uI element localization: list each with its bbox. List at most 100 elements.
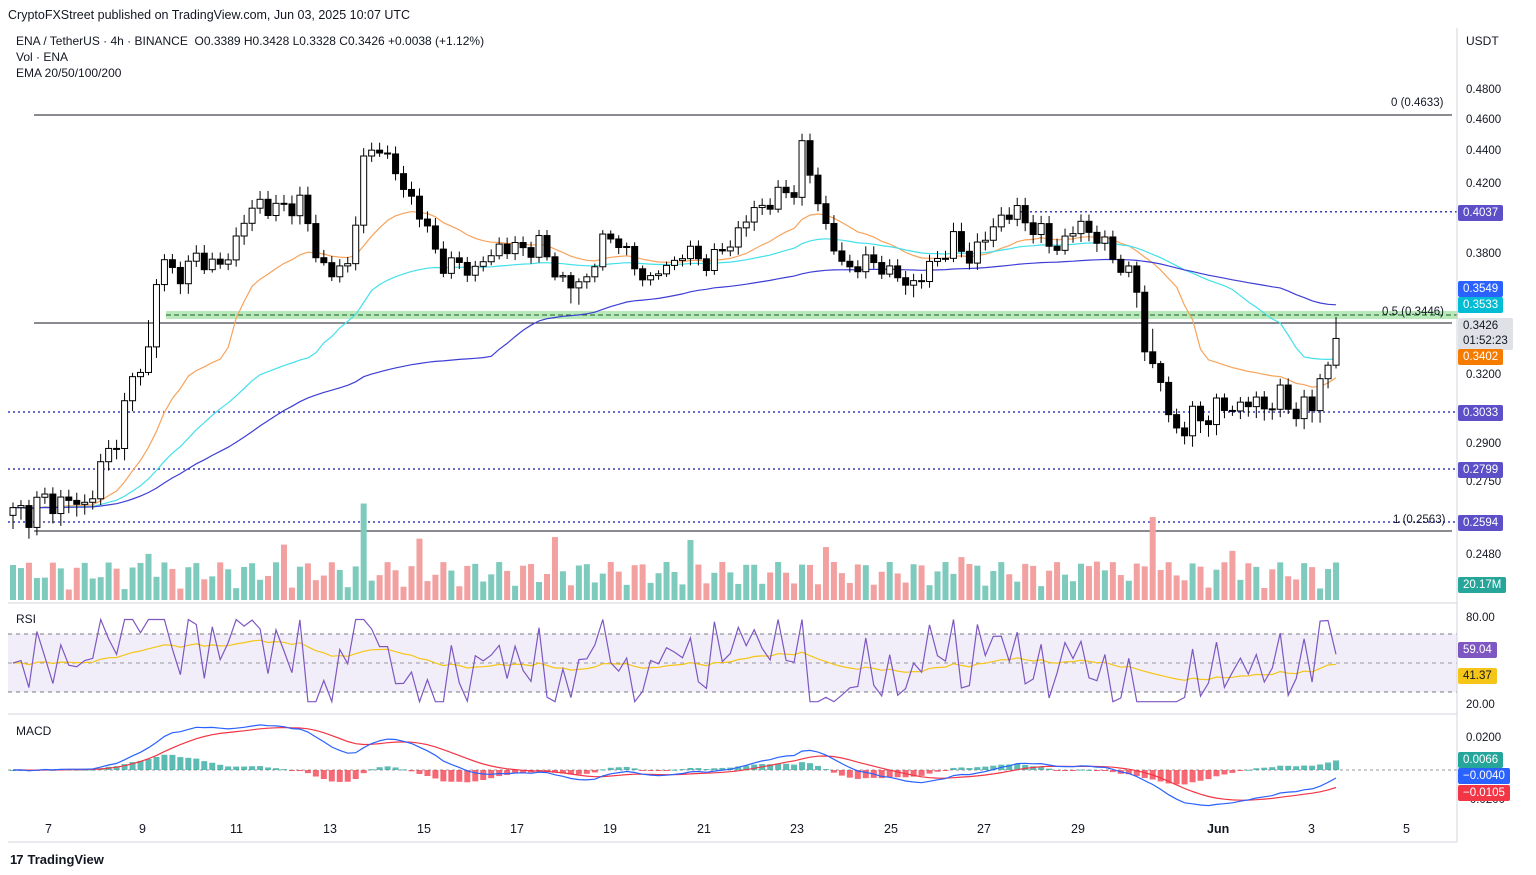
- macd-histogram-bar: [543, 770, 550, 772]
- candle-body: [280, 202, 288, 205]
- macd-histogram-bar: [257, 766, 264, 770]
- macd-histogram-bar: [583, 770, 590, 774]
- legend-ema[interactable]: EMA 20/50/100/200: [16, 66, 122, 80]
- macd-histogram-bar: [559, 770, 566, 774]
- volume-bar: [910, 564, 917, 600]
- candle-body: [846, 260, 854, 268]
- macd-histogram-bar: [241, 766, 248, 770]
- macd-histogram-bar: [719, 767, 726, 770]
- candle-body: [344, 263, 352, 267]
- candle-body: [519, 242, 527, 249]
- tradingview-brand[interactable]: 17 TradingView: [10, 852, 104, 867]
- candle-body: [81, 501, 89, 505]
- candle-body: [33, 496, 41, 528]
- macd-pane-title[interactable]: MACD: [16, 724, 52, 738]
- macd-histogram-bar: [623, 766, 630, 770]
- rsi-pane-title[interactable]: RSI: [16, 612, 37, 626]
- macd-histogram-bar: [504, 770, 511, 775]
- candle-body: [1101, 236, 1109, 244]
- volume-bar: [81, 562, 88, 600]
- candle-body: [615, 238, 623, 248]
- candle-body: [543, 235, 551, 258]
- volume-bar: [1237, 579, 1244, 600]
- macd-histogram-bar: [536, 770, 543, 771]
- volume-bar: [376, 575, 383, 600]
- macd-histogram-bar: [1085, 769, 1092, 771]
- candle-body: [878, 262, 886, 275]
- volume-bar: [1093, 561, 1100, 600]
- volume-bar: [360, 503, 367, 600]
- currency-label[interactable]: USDT: [1466, 34, 1499, 48]
- macd-histogram-bar: [822, 769, 829, 771]
- candle-body: [702, 258, 710, 272]
- candle-body: [639, 268, 647, 281]
- rsi-line: [12, 617, 1337, 704]
- ema20-label: 0.3402: [1458, 349, 1504, 365]
- candle-body: [1212, 397, 1220, 426]
- volume-bar: [703, 583, 710, 600]
- volume-bar: [1109, 562, 1116, 600]
- candle-body: [200, 252, 208, 271]
- macd-histogram-bar: [1062, 770, 1069, 771]
- candle-body: [1005, 214, 1013, 220]
- volume-bar: [368, 580, 375, 600]
- legend-volume[interactable]: Vol · ENA: [16, 50, 69, 64]
- candle-countdown: 01:52:23: [1463, 335, 1508, 347]
- volume-bar: [304, 563, 311, 600]
- macd-histogram-bar: [679, 769, 686, 771]
- candle-body: [766, 204, 774, 210]
- volume-bar: [775, 562, 782, 600]
- candle-body: [678, 258, 686, 261]
- symbol-text: ENA / TetherUS · 4h · BINANCE: [16, 34, 188, 48]
- volume-bar: [1197, 566, 1204, 600]
- volume-bar: [416, 538, 423, 600]
- candle-body: [1236, 401, 1244, 412]
- volume-bar: [647, 582, 654, 600]
- macd-histogram-bar: [703, 769, 710, 771]
- ema20-line: [12, 210, 1337, 510]
- volume-bar: [575, 565, 582, 600]
- ohlc-values: O0.3389 H0.3428 L0.3328 C0.3426 +0.0038 …: [194, 34, 485, 48]
- volume-bar: [1301, 563, 1308, 600]
- candle-body: [1300, 396, 1308, 420]
- volume-bar: [432, 574, 439, 600]
- macd-histogram-bar: [432, 770, 439, 779]
- macd-histogram-bar: [129, 762, 136, 770]
- rsi-tick: 80.00: [1466, 612, 1495, 624]
- macd-histogram-bar: [1253, 768, 1260, 770]
- candle-body: [583, 276, 591, 283]
- macd-histogram-bar: [918, 770, 925, 776]
- legend-symbol[interactable]: ENA / TetherUS · 4h · BINANCE O0.3389 H0…: [16, 34, 484, 48]
- candle-body: [1061, 235, 1069, 251]
- macd-histogram-bar: [153, 756, 160, 770]
- macd-histogram-bar: [567, 770, 574, 775]
- volume-bar: [504, 570, 511, 600]
- candle-body: [1149, 351, 1157, 365]
- macd-histogram-bar: [1261, 767, 1268, 770]
- macd-histogram-bar: [894, 770, 901, 778]
- ema200-label: 0.3549: [1458, 281, 1504, 297]
- macd-histogram-bar: [854, 770, 861, 779]
- macd-hist-label: 0.0066: [1458, 752, 1504, 768]
- ema100-label: 0.3533: [1458, 297, 1504, 313]
- volume-bar: [655, 573, 662, 600]
- support-label: 0.2799: [1458, 462, 1504, 478]
- volume-bar: [41, 577, 48, 600]
- macd-histogram-bar: [456, 770, 463, 782]
- candle-body: [121, 400, 129, 450]
- candle-body: [1125, 265, 1133, 273]
- volume-bar: [225, 569, 232, 600]
- volume-bar: [249, 563, 256, 600]
- macd-histogram-bar: [1213, 770, 1220, 777]
- volume-bar: [1117, 575, 1124, 600]
- macd-histogram-bar: [408, 770, 415, 772]
- date-tick: 3: [1308, 822, 1315, 836]
- volume-bar: [496, 562, 503, 600]
- last-price: 0.3426: [1463, 320, 1499, 332]
- macd-histogram-bar: [416, 770, 423, 774]
- candle-body: [49, 493, 57, 515]
- macd-histogram-bar: [480, 770, 487, 780]
- volume-bar: [727, 572, 734, 600]
- candle-body: [1220, 397, 1228, 411]
